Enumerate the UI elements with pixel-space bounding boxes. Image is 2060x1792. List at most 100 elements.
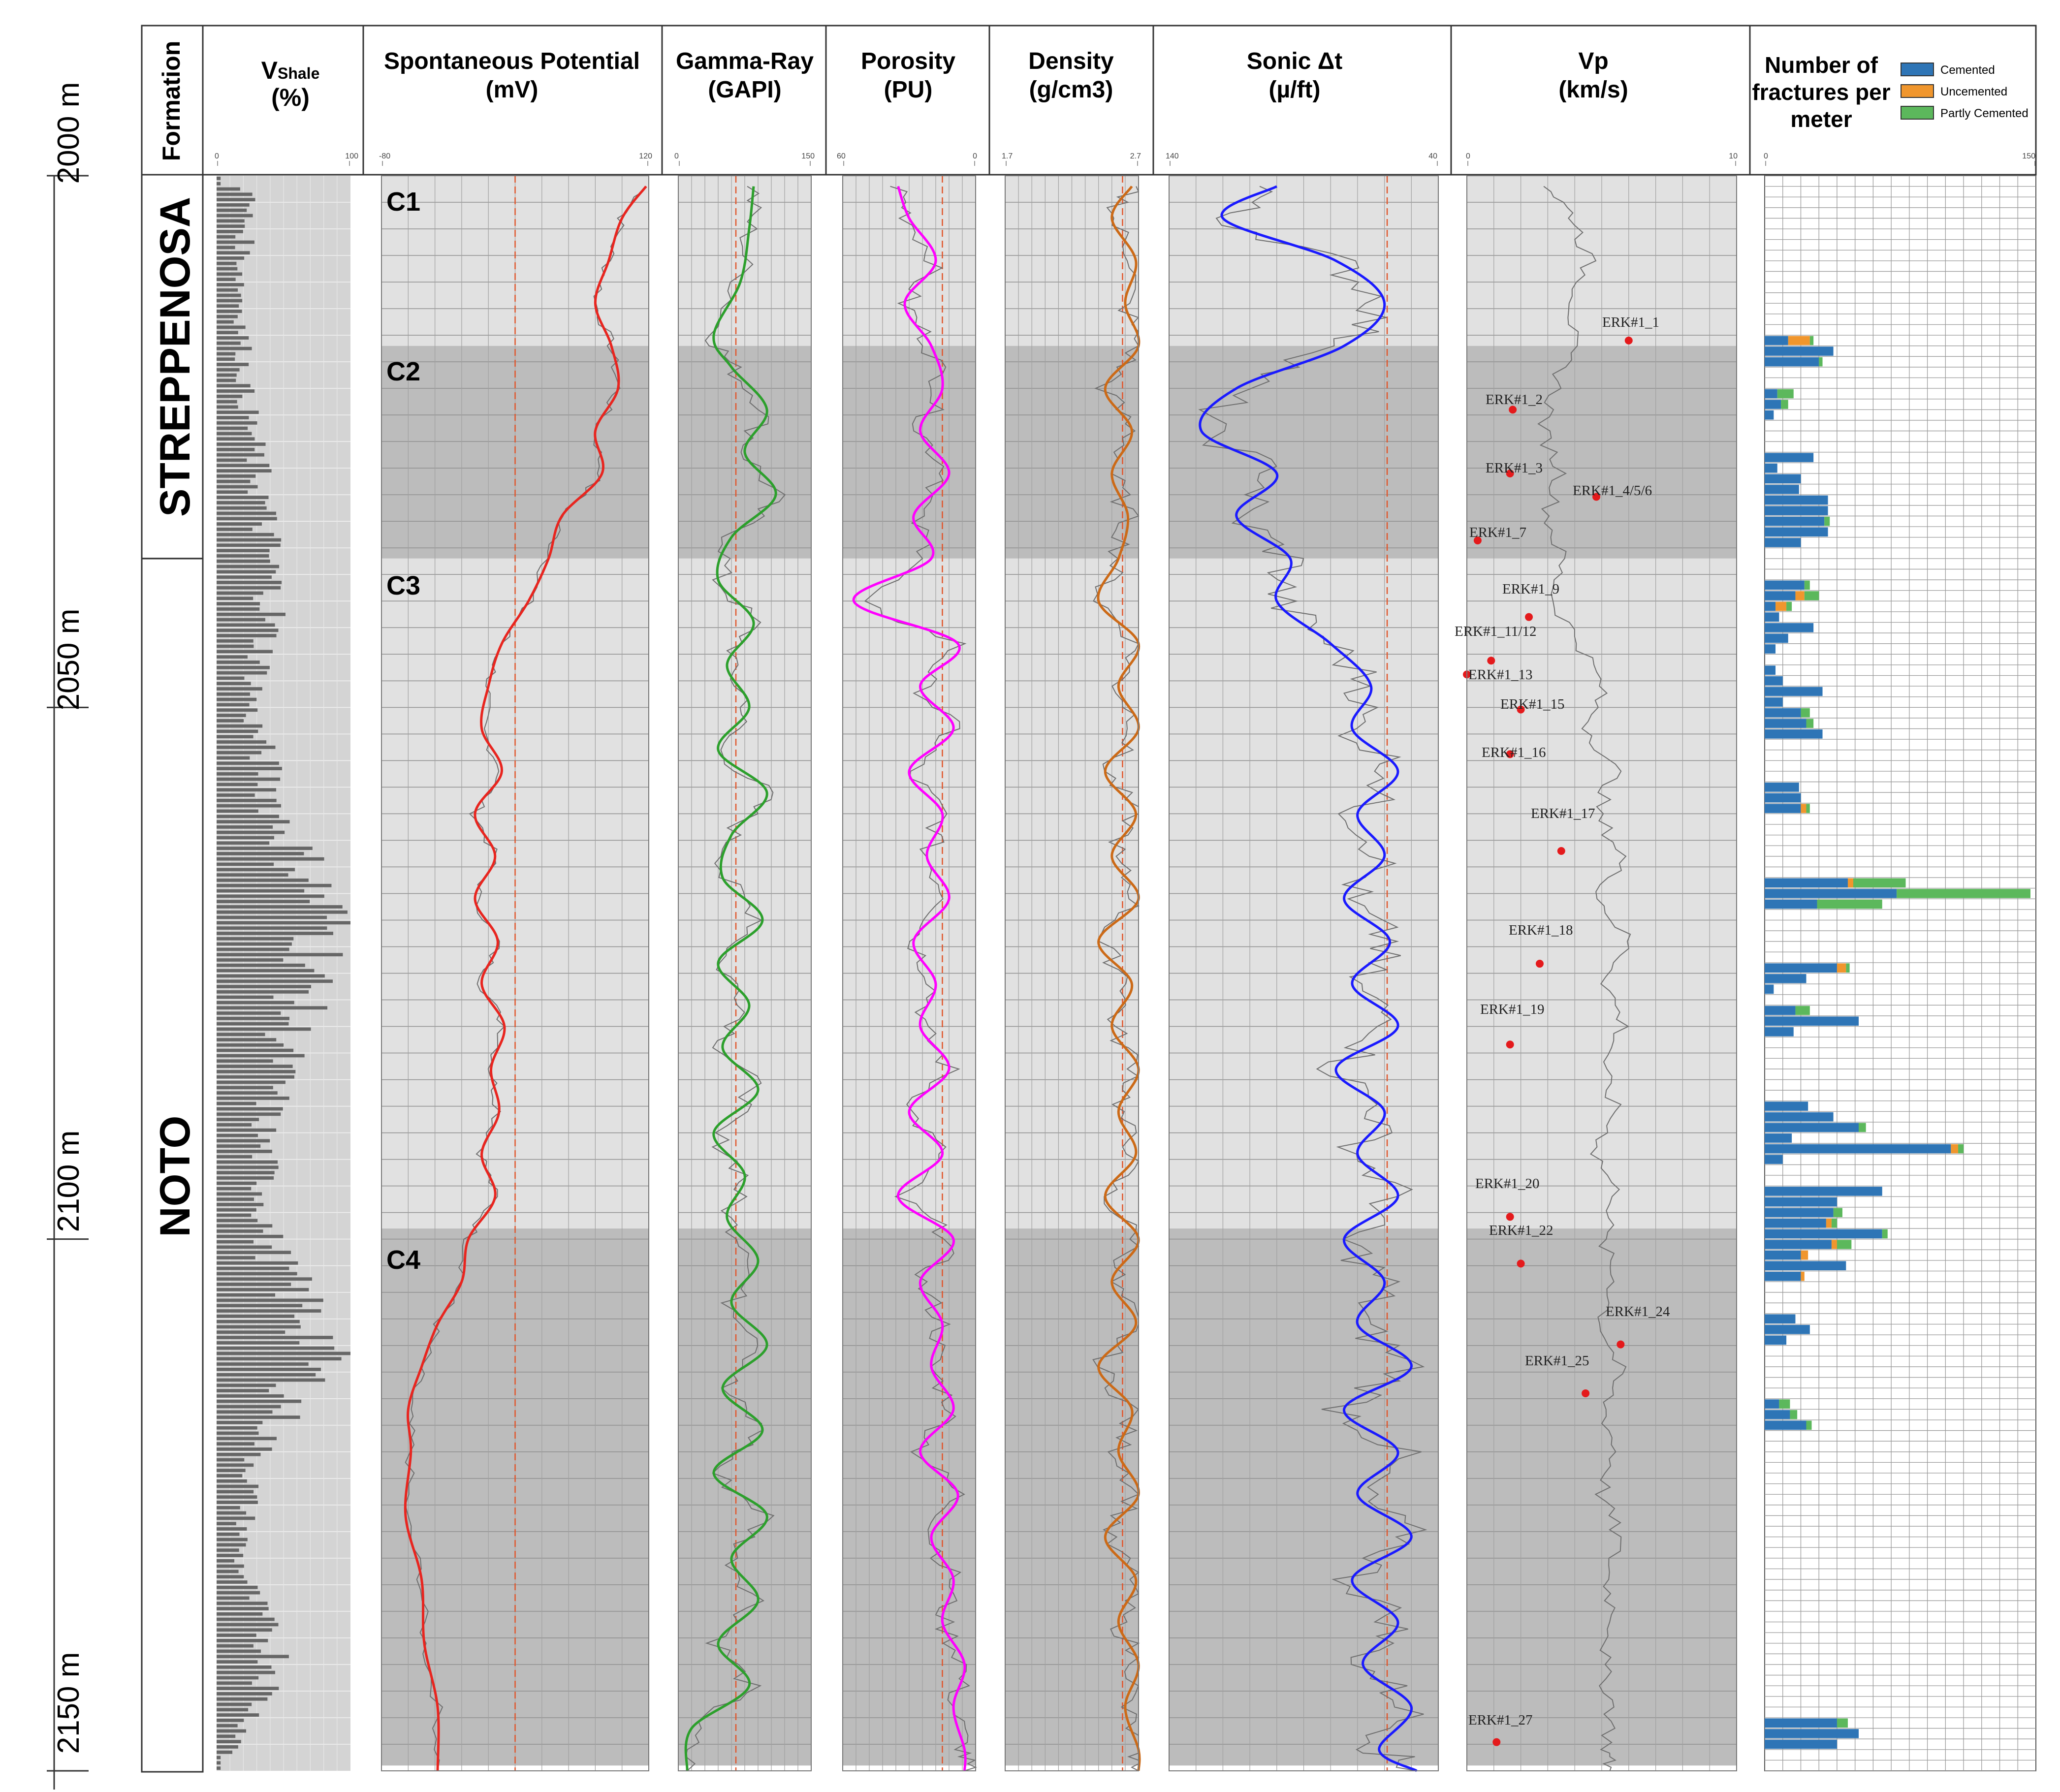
vshale-bar <box>217 219 245 223</box>
vshale-bar <box>217 517 277 521</box>
vshale-bar <box>217 995 274 999</box>
fracture-bar-partly-cemented <box>1786 601 1792 611</box>
vshale-bar <box>217 947 289 951</box>
vshale-bar <box>217 1341 300 1345</box>
vshale-bar <box>217 1150 272 1153</box>
vshale-bar <box>217 650 273 654</box>
vshale-bar <box>217 1320 300 1323</box>
zone-band <box>381 176 1737 346</box>
vshale-bar <box>217 336 249 340</box>
vshale-bar <box>217 894 324 898</box>
vshale-bar <box>217 1357 342 1361</box>
vshale-bar <box>217 777 281 781</box>
fracture-bar-cemented <box>1765 357 1819 367</box>
header-fractures-line1: Number of <box>1765 52 1878 78</box>
vshale-bar <box>217 432 252 436</box>
fracture-bar-cemented <box>1765 1208 1834 1217</box>
vshale-bar <box>217 809 258 813</box>
vshale-bar <box>217 1617 275 1621</box>
vshale-bar <box>217 384 251 388</box>
vshale-bar <box>217 905 343 909</box>
vshale-bar <box>217 703 250 707</box>
track-gutter <box>649 176 678 1771</box>
vshale-bar <box>217 1133 258 1137</box>
vshale-bar <box>217 1373 316 1377</box>
vshale-bar <box>217 378 236 382</box>
vshale-bar <box>217 1001 294 1005</box>
track-gutter <box>811 176 843 1771</box>
sample-label: ERK#1_27 <box>1468 1712 1533 1728</box>
vshale-bar <box>217 644 254 648</box>
fracture-bar-cemented <box>1765 708 1801 718</box>
depth-label-2050: 2050 m <box>52 609 86 711</box>
zone-label-c3: C3 <box>386 571 420 600</box>
vshale-bar <box>217 1532 240 1536</box>
vp-sample-dot <box>1582 1389 1590 1397</box>
vshale-bar <box>217 1538 248 1541</box>
vshale-bar <box>217 873 288 877</box>
vshale-bar <box>217 1426 257 1430</box>
scale-max-porosity: 0 <box>973 152 977 160</box>
scale-min-porosity: 60 <box>837 152 846 160</box>
fracture-bar-cemented <box>1765 783 1799 792</box>
vshale-bar <box>217 177 221 180</box>
vshale-bar <box>217 1176 274 1180</box>
fracture-bar-cemented <box>1765 1197 1837 1207</box>
vshale-bar <box>217 793 255 797</box>
track-outline-gr <box>678 175 812 1771</box>
vshale-bar <box>217 1670 275 1674</box>
vshale-bar <box>217 602 260 606</box>
vshale-bar <box>217 1261 298 1265</box>
vshale-bar <box>217 198 255 202</box>
vshale-bar <box>217 1080 285 1084</box>
vshale-bar <box>217 1033 265 1037</box>
vshale-bar <box>217 1293 276 1297</box>
fracture-bar-cemented <box>1765 974 1806 983</box>
vshale-bar <box>217 591 263 595</box>
vshale-bar <box>217 1016 290 1020</box>
vshale-bar <box>217 453 264 457</box>
fracture-bar-cemented <box>1765 804 1801 813</box>
vshale-bar <box>217 1612 263 1616</box>
vshale-bar <box>217 788 277 792</box>
vshale-bar <box>217 756 250 760</box>
scale-min-sp: -80 <box>379 152 390 160</box>
fracture-bar-cemented <box>1765 389 1777 399</box>
vshale-bar <box>217 841 270 845</box>
sample-label: ERK#1_9 <box>1502 581 1559 597</box>
vshale-bar <box>217 634 277 637</box>
vshale-bar <box>217 1304 303 1308</box>
fracture-bar-uncemented <box>1951 1144 1959 1154</box>
fracture-bar-cemented <box>1765 1399 1779 1409</box>
fracture-bar-cemented <box>1765 676 1783 686</box>
vshale-bar <box>217 623 275 627</box>
vshale-bar <box>217 272 243 276</box>
sample-label: ERK#1_20 <box>1475 1176 1540 1192</box>
vshale-bar <box>217 1101 256 1105</box>
fracture-bar-partly-cemented <box>1831 1218 1837 1228</box>
vshale-bar <box>217 267 238 271</box>
vshale-bar <box>217 203 250 207</box>
vshale-bar <box>217 192 253 196</box>
sample-label: ERK#1_24 <box>1606 1304 1670 1320</box>
vshale-bar <box>217 1756 221 1760</box>
vshale-bar <box>217 879 309 882</box>
vshale-bar <box>217 820 290 824</box>
header-fractures-line3: meter <box>1790 106 1852 132</box>
vshale-bar <box>217 1086 273 1090</box>
vshale-bar <box>217 1750 233 1754</box>
vshale-bar <box>217 1346 335 1350</box>
vshale-bar <box>217 522 262 526</box>
fracture-bar-partly-cemented <box>1777 389 1794 399</box>
scale-min-sonic: 140 <box>1166 152 1179 160</box>
vshale-bar <box>217 1665 272 1669</box>
fracture-bar-partly-cemented <box>1817 899 1882 909</box>
fracture-bar-cemented <box>1765 687 1823 696</box>
vshale-bar <box>217 559 270 563</box>
header-porosity-unit: (PU) <box>884 77 933 103</box>
fracture-bar-partly-cemented <box>1806 1420 1812 1430</box>
vshale-bar <box>217 1718 244 1722</box>
vshale-bar <box>217 1325 301 1329</box>
vshale-bar <box>217 1197 254 1201</box>
fracture-bar-cemented <box>1765 580 1805 590</box>
